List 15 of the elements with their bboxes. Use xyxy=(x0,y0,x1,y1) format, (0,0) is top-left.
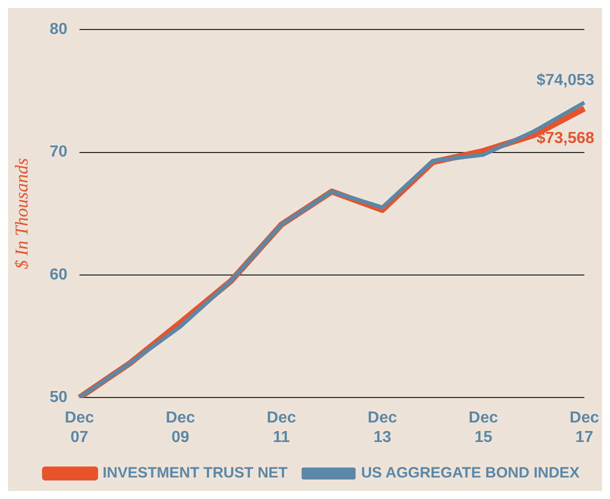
x-tick-label: Dec 17 xyxy=(570,410,600,446)
x-tick-label: Dec 07 xyxy=(64,410,94,446)
legend-label: US AGGREGATE BOND INDEX xyxy=(361,464,580,482)
x-tick-label: Dec 15 xyxy=(468,410,498,446)
y-tick-label: 50 xyxy=(50,389,68,406)
x-tick-label: Dec 13 xyxy=(368,410,398,446)
annotation: $74,053 xyxy=(536,72,594,89)
x-tick-label: Dec 09 xyxy=(166,410,196,446)
y-tick-label: 70 xyxy=(50,144,68,161)
y-tick-label: 80 xyxy=(50,21,68,38)
y-axis-title: $ In Thousands xyxy=(12,158,32,270)
legend-label: INVESTMENT TRUST NET xyxy=(102,464,288,482)
y-tick-label: 60 xyxy=(50,266,68,284)
annotation: $73,568 xyxy=(536,130,594,147)
x-tick-label: Dec 11 xyxy=(266,410,296,446)
